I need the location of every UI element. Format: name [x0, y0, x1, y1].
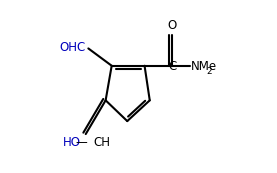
Text: OHC: OHC [60, 41, 86, 54]
Text: CH: CH [94, 136, 111, 149]
Text: NMe: NMe [191, 60, 217, 73]
Text: HO: HO [63, 136, 81, 149]
Text: C: C [168, 60, 176, 73]
Text: —: — [76, 136, 87, 149]
Text: 2: 2 [207, 67, 212, 76]
Text: O: O [168, 19, 177, 32]
